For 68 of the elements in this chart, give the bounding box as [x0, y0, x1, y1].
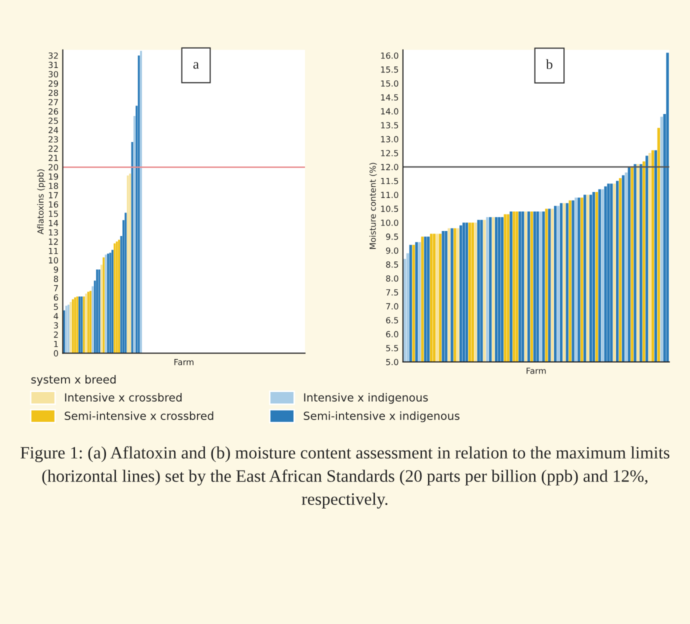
y-tick-label: 13: [48, 229, 58, 236]
y-tick-label: 3: [54, 322, 58, 329]
y-tick-label: 19: [48, 173, 58, 180]
y-tick-label: 8.0: [386, 275, 398, 282]
y-tick-label: 28: [48, 90, 58, 96]
y-tick-label: 6.0: [386, 331, 398, 338]
y-tick-label: 31: [48, 62, 58, 68]
y-tick-label: 15: [48, 210, 58, 217]
y-tick-label: 18: [48, 182, 58, 190]
y-tick-label: 14: [48, 220, 58, 226]
y-tick-label: 25: [48, 118, 58, 124]
y-tick-label: 7.5: [386, 289, 398, 296]
y-tick-label: 13.0: [381, 136, 398, 142]
y-tick-label: 27: [48, 98, 58, 106]
y-tick-label: 12.5: [381, 150, 398, 156]
x-axis-title: Farm: [526, 368, 546, 374]
y-tick-label: 17: [48, 192, 58, 198]
y-tick-label: 5: [54, 304, 58, 310]
y-tick-label: 1: [54, 340, 58, 348]
legend-title: system x breed: [31, 375, 116, 386]
y-tick-label: 9: [54, 266, 58, 273]
y-tick-label: 9.5: [386, 234, 398, 240]
y-axis-title: Aflatoxins (ppb): [37, 169, 46, 234]
legend-label: Semi-intensive x crossbred: [64, 411, 214, 420]
caption: Figure 1: (a) Aflatoxin and (b) moisture content assessment in relation to the maximum limits (horizontal lines) set by the East African Standards (20 parts per billion (ppb) and 12%, respectively.: [20, 446, 670, 509]
y-tick-label: 21: [48, 154, 58, 161]
y-tick-label: 5.5: [386, 345, 398, 352]
y-tick-label: 9.0: [386, 247, 398, 254]
x-axis-title: Farm: [174, 358, 194, 366]
y-tick-label: 15.0: [381, 80, 398, 87]
y-tick-label: 10.0: [381, 220, 398, 226]
text: b: [546, 59, 552, 70]
y-tick-label: 11.0: [381, 192, 398, 198]
y-tick-label: 5.0: [386, 358, 398, 366]
y-tick-label: 6.5: [386, 317, 398, 324]
y-tick-label: 6: [54, 294, 58, 301]
y-tick-label: 11.5: [381, 178, 398, 184]
y-tick-label: 4: [54, 313, 58, 320]
y-tick-label: 0: [54, 350, 58, 356]
y-tick-label: 29: [48, 80, 58, 87]
y-tick-label: 16: [48, 201, 58, 208]
y-tick-label: 23: [48, 136, 58, 143]
y-axis-title: Moisture content (%): [369, 162, 377, 249]
y-tick-label: 15.5: [381, 66, 398, 73]
y-tick-label: 14.0: [381, 108, 398, 114]
y-tick-label: 30: [48, 71, 58, 78]
y-tick-label: 32: [48, 52, 58, 59]
y-tick-label: 10: [48, 257, 58, 264]
y-tick-label: 8.5: [386, 261, 398, 268]
y-tick-label: 26: [48, 108, 58, 115]
legend-label: Intensive x crossbred: [65, 393, 182, 402]
y-tick-label: 7.0: [386, 303, 398, 310]
y-tick-label: 20: [48, 164, 58, 170]
y-tick-label: 13.5: [381, 122, 398, 128]
y-tick-label: 7: [54, 285, 58, 292]
y-tick-label: 22: [48, 146, 58, 152]
text: a: [193, 62, 199, 69]
y-tick-label: 10.5: [381, 206, 398, 212]
legend-label: Intensive x indigenous: [304, 393, 428, 404]
legend-label: Semi-intensive x indigenous: [304, 411, 460, 422]
y-tick-label: 16.0: [381, 52, 398, 59]
y-tick-label: 2: [54, 332, 58, 338]
y-tick-label: 12.0: [381, 164, 398, 170]
y-tick-label: 24: [48, 126, 58, 134]
y-tick-label: 11: [48, 248, 58, 254]
y-tick-label: 8: [54, 276, 58, 282]
y-tick-label: 14.5: [381, 94, 398, 101]
y-tick-label: 12: [48, 238, 58, 245]
